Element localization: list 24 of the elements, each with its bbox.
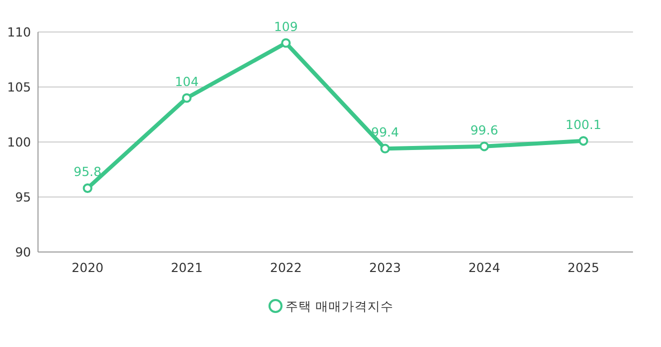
data-label: 109 — [274, 19, 298, 34]
data-label: 100.1 — [566, 116, 602, 132]
data-label: 99.4 — [371, 124, 400, 140]
data-label: 99.6 — [470, 122, 498, 138]
x-tick-label: 2021 — [170, 260, 203, 275]
point — [380, 144, 390, 154]
point — [578, 136, 588, 146]
x-tick-label: 2020 — [72, 260, 104, 275]
point — [182, 93, 192, 103]
y-tick-label: 110 — [7, 24, 32, 40]
point — [281, 38, 291, 48]
x-tick-label: 2022 — [270, 260, 302, 275]
x-tick-label: 2023 — [369, 260, 401, 275]
point — [479, 142, 490, 152]
legend-label: 주택 매매가격지수 — [286, 298, 394, 314]
data-label: 95.8 — [74, 164, 102, 180]
y-tick-label: 105 — [7, 80, 31, 94]
x-tick-label: 2025 — [568, 260, 600, 275]
point — [82, 183, 92, 193]
data-label: 104 — [174, 74, 199, 89]
x-tick-label: 2024 — [468, 260, 500, 275]
y-tick-label: 90 — [15, 244, 32, 260]
y-tick-label: 100 — [7, 134, 32, 150]
y-tick-label: 95 — [15, 190, 31, 204]
